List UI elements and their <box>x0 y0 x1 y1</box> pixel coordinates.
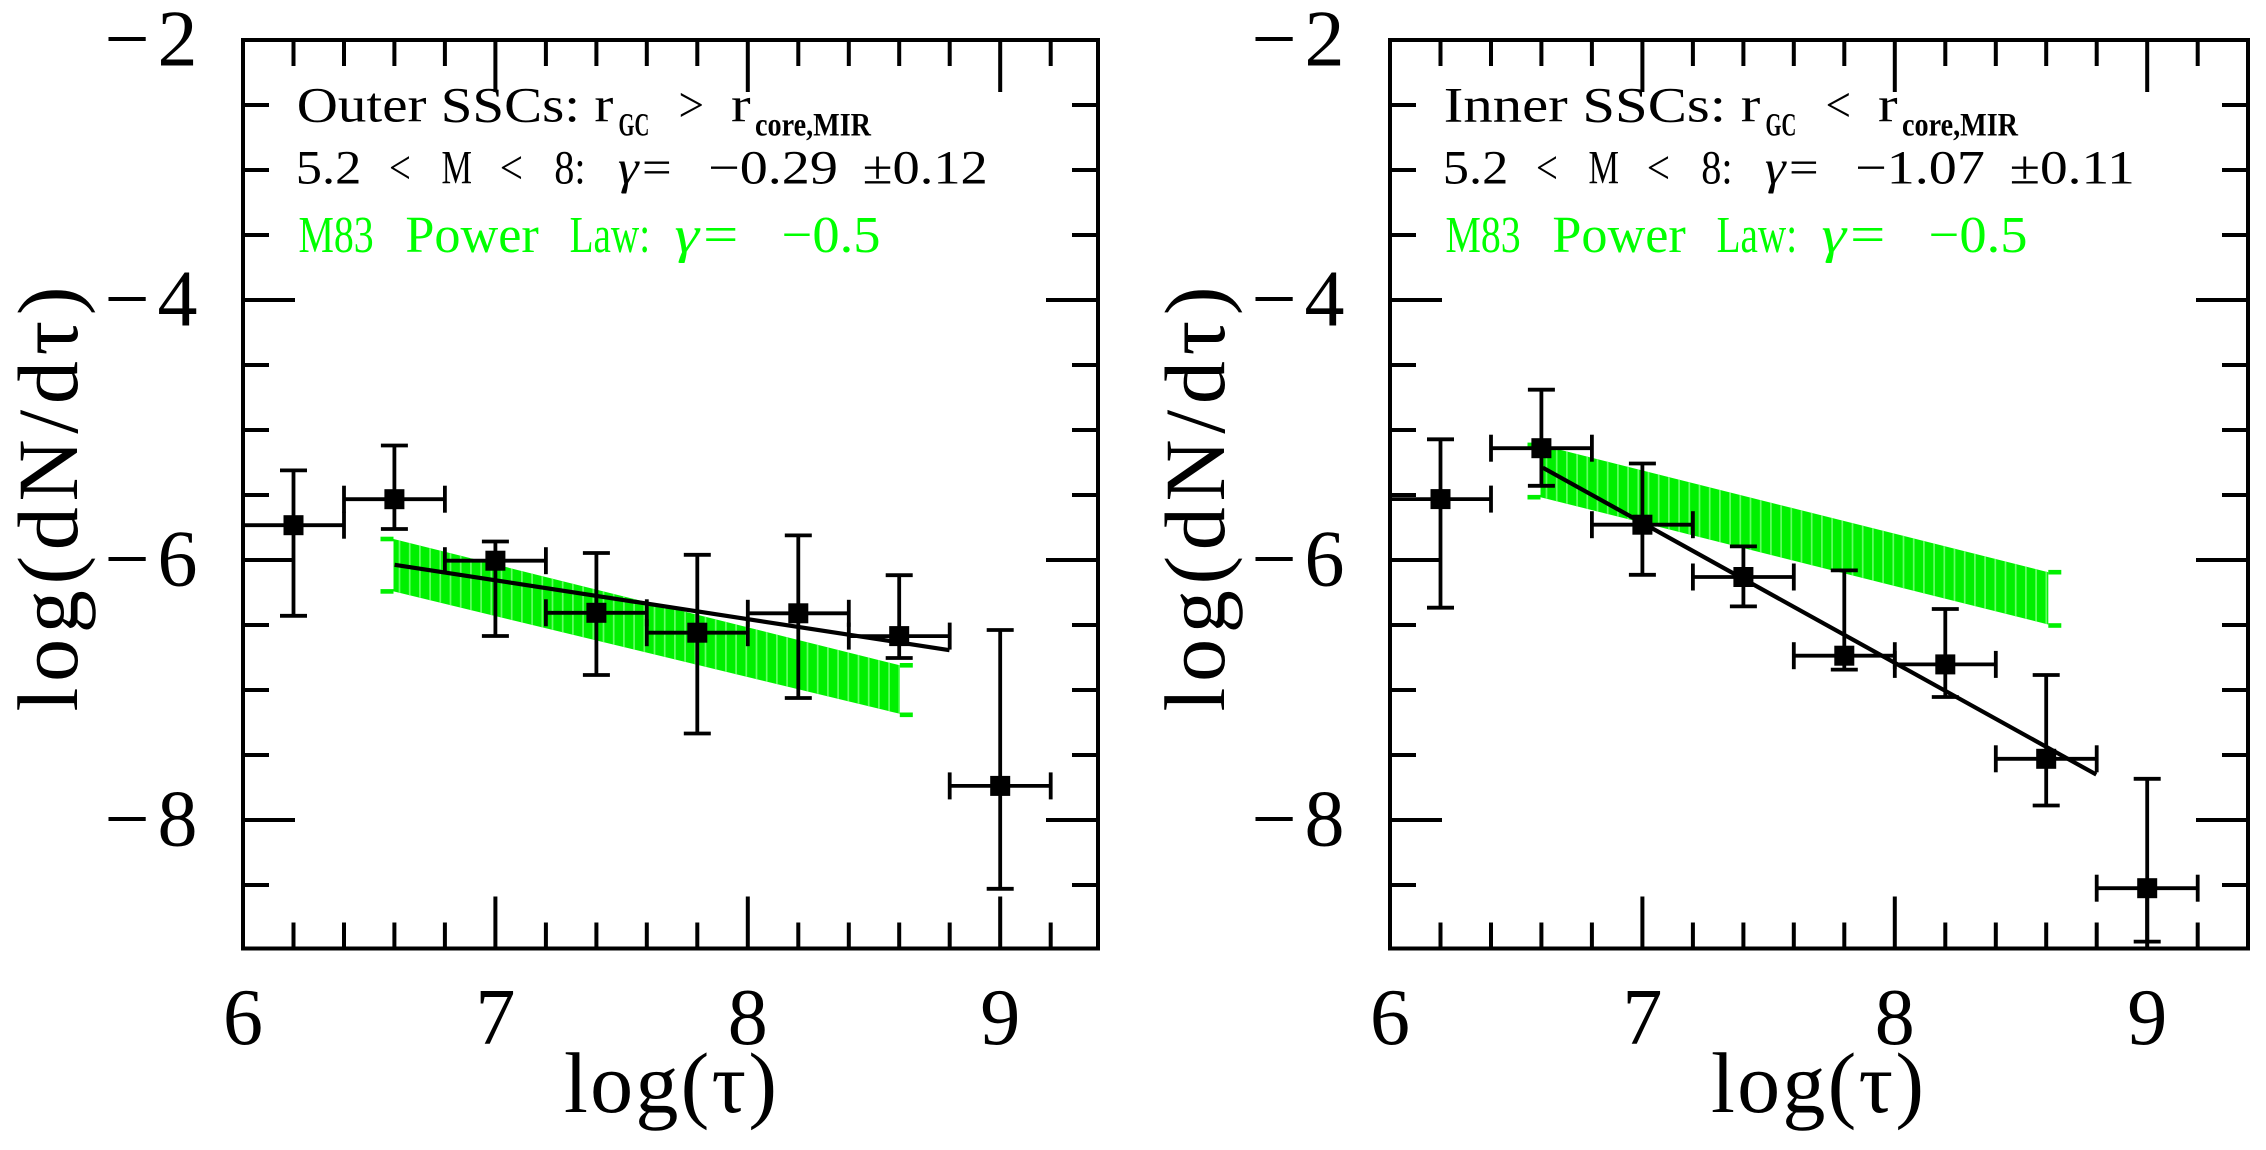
svg-text:r: r <box>1878 76 1898 132</box>
svg-text:Inner SSCs: r: Inner SSCs: r <box>1444 76 1761 132</box>
svg-text:GC: GC <box>1766 108 1797 144</box>
svg-text:Power: Power <box>405 207 538 264</box>
svg-text:γ=: γ= <box>1822 207 1889 264</box>
svg-text:±0.12: ±0.12 <box>863 142 988 195</box>
svg-text:<: < <box>500 142 523 195</box>
svg-text:Law:: Law: <box>570 207 651 264</box>
svg-text:9: 9 <box>980 974 1020 1062</box>
svg-text:6: 6 <box>1370 974 1410 1062</box>
svg-text:core,MIR: core,MIR <box>755 108 872 144</box>
svg-text:7: 7 <box>475 974 515 1062</box>
svg-text:M: M <box>442 142 473 195</box>
svg-text:−0.5: −0.5 <box>782 207 881 264</box>
svg-text:<: < <box>1826 76 1852 132</box>
svg-text:Outer SSCs: r: Outer SSCs: r <box>297 76 614 132</box>
svg-text:log(dN/dτ): log(dN/dτ) <box>1147 287 1243 712</box>
svg-text:8:: 8: <box>554 142 585 195</box>
svg-text:−1.07: −1.07 <box>1855 142 1985 195</box>
svg-text:8: 8 <box>1875 974 1915 1062</box>
svg-text:5.2: 5.2 <box>1443 142 1509 195</box>
svg-text:8: 8 <box>728 974 768 1062</box>
svg-text:>: > <box>679 76 705 132</box>
svg-text:±0.11: ±0.11 <box>2010 142 2135 195</box>
svg-text:5.2: 5.2 <box>296 142 362 195</box>
svg-text:9: 9 <box>2127 974 2167 1062</box>
svg-text:r: r <box>731 76 751 132</box>
svg-text:M83: M83 <box>299 207 374 264</box>
svg-text:log(τ): log(τ) <box>1711 1035 1924 1131</box>
svg-text:<: < <box>389 142 411 195</box>
svg-text:log(dN/dτ): log(dN/dτ) <box>0 287 96 712</box>
svg-text:Power: Power <box>1552 207 1685 264</box>
svg-text:M: M <box>1589 142 1620 195</box>
svg-text:core,MIR: core,MIR <box>1902 108 2019 144</box>
svg-text:Law:: Law: <box>1717 207 1798 264</box>
svg-text:<: < <box>1536 142 1558 195</box>
svg-text:7: 7 <box>1622 974 1662 1062</box>
svg-text:log(τ): log(τ) <box>564 1035 777 1131</box>
svg-text:−0.5: −0.5 <box>1929 207 2028 264</box>
svg-text:8:: 8: <box>1701 142 1732 195</box>
svg-text:γ=: γ= <box>675 207 742 264</box>
svg-text:GC: GC <box>619 108 650 144</box>
svg-text:6: 6 <box>223 974 263 1062</box>
svg-text:<: < <box>1647 142 1670 195</box>
svg-text:−0.29: −0.29 <box>708 142 838 195</box>
svg-text:γ=: γ= <box>618 142 674 195</box>
svg-text:γ=: γ= <box>1765 142 1821 195</box>
svg-text:M83: M83 <box>1446 207 1521 264</box>
